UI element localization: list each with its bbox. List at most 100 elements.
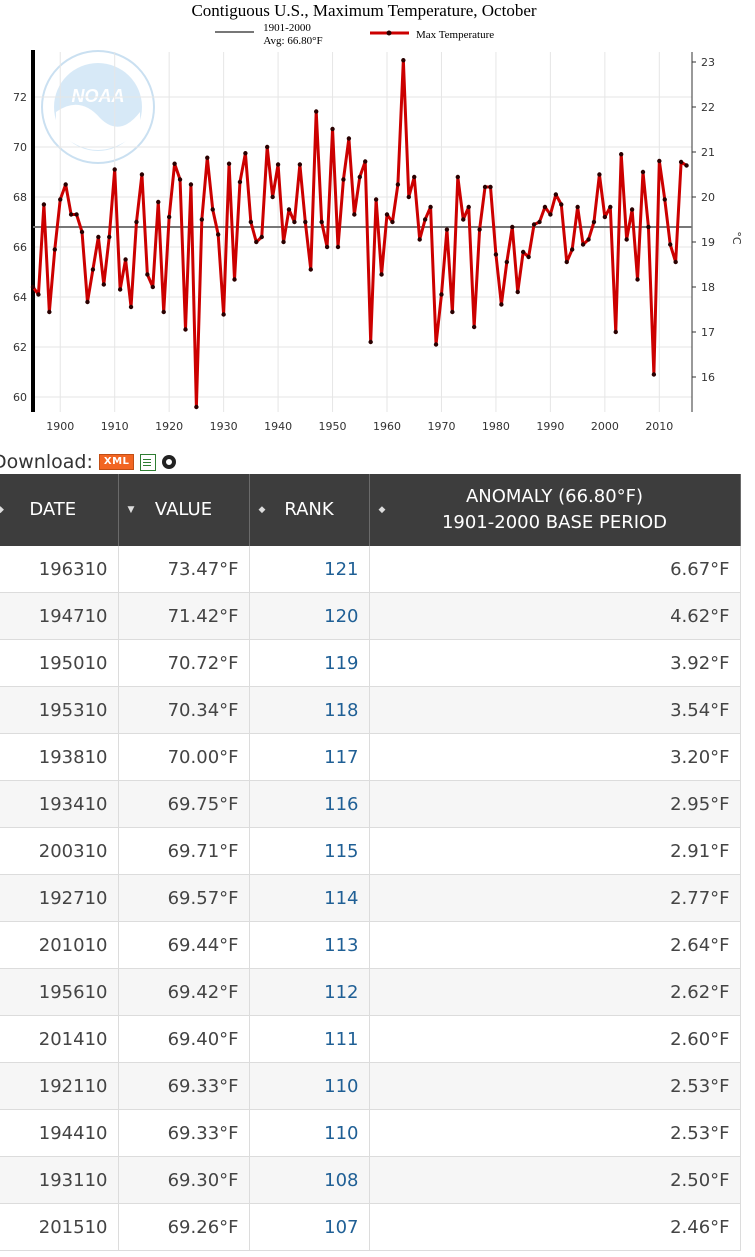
y-tick-label: 68 — [13, 191, 27, 204]
date-cell: 194710 — [0, 592, 119, 640]
data-point — [564, 259, 569, 265]
rank-column-header[interactable]: ◆ RANK — [249, 474, 370, 546]
data-point — [673, 259, 678, 265]
legend-baseline-label: 1901-2000 — [263, 22, 311, 34]
data-point — [314, 109, 319, 114]
data-point — [172, 161, 177, 166]
legend-series-label: Max Temperature — [416, 29, 494, 41]
table-header-row: ◆ DATE ▼ VALUE ◆ RANK ◆ ANOMALY (66.80°F) 190… — [0, 474, 741, 546]
rank-cell[interactable]: 108 — [249, 1156, 370, 1204]
value-cell: 70.00°F — [118, 733, 250, 781]
data-point — [275, 162, 281, 167]
data-point — [156, 199, 161, 205]
chart-title: Contiguous U.S., Maximum Temperature, Oc… — [191, 1, 536, 20]
data-point — [177, 177, 183, 182]
excel-download-icon[interactable] — [140, 453, 157, 471]
x-tick-label: 1990 — [536, 420, 564, 433]
data-point — [139, 172, 145, 177]
data-point — [319, 219, 324, 225]
legend-baseline-avg: Avg: 66.80°F — [263, 35, 322, 47]
data-point — [36, 292, 41, 297]
data-point — [548, 212, 553, 217]
date-column-header[interactable]: ◆ DATE — [0, 474, 119, 546]
data-point — [597, 172, 602, 177]
data-point — [553, 192, 559, 197]
data-point — [526, 254, 531, 260]
data-point — [107, 234, 112, 240]
data-point — [210, 207, 215, 212]
xml-download-button[interactable]: XML — [98, 454, 135, 470]
noaa-logo-text: NOAA — [72, 86, 125, 106]
data-point — [422, 217, 428, 222]
rank-cell[interactable]: 113 — [249, 921, 370, 969]
data-point — [346, 136, 352, 141]
data-point — [286, 207, 292, 212]
date-cell: 193410 — [0, 780, 119, 828]
data-point — [580, 242, 586, 247]
value-cell: 69.75°F — [118, 780, 250, 828]
data-point — [226, 161, 232, 166]
data-point — [668, 242, 673, 247]
rank-cell[interactable]: 115 — [249, 827, 370, 875]
rank-cell[interactable]: 119 — [249, 639, 370, 687]
data-point — [618, 152, 624, 157]
data-point — [488, 184, 493, 190]
data-point — [281, 239, 286, 245]
rank-cell[interactable]: 114 — [249, 874, 370, 922]
data-point — [199, 217, 205, 222]
x-tick-label: 1970 — [427, 420, 455, 433]
data-point — [510, 224, 515, 230]
data-point — [205, 155, 210, 160]
data-point — [215, 232, 221, 237]
table-row: 193810 70.00°F 117 3.20°F — [0, 733, 741, 781]
date-cell: 201010 — [0, 921, 119, 969]
date-cell: 193810 — [0, 733, 119, 781]
data-point — [232, 277, 237, 282]
data-point — [259, 234, 264, 240]
rank-cell[interactable]: 110 — [249, 1062, 370, 1110]
data-point — [520, 249, 526, 255]
table-row: 201010 69.44°F 113 2.64°F — [0, 921, 741, 969]
rank-cell[interactable]: 120 — [249, 592, 370, 640]
rank-cell[interactable]: 110 — [249, 1109, 370, 1157]
date-cell: 194410 — [0, 1109, 119, 1157]
data-point — [194, 404, 199, 410]
data-point — [586, 237, 591, 242]
date-cell: 192110 — [0, 1062, 119, 1110]
rank-cell[interactable]: 111 — [249, 1015, 370, 1063]
value-column-header[interactable]: ▼ VALUE — [118, 474, 250, 546]
rank-cell[interactable]: 112 — [249, 968, 370, 1016]
data-point — [646, 224, 651, 230]
data-point — [96, 234, 101, 240]
rank-cell[interactable]: 121 — [249, 546, 370, 593]
data-point — [401, 58, 406, 63]
anomaly-column-header[interactable]: ◆ ANOMALY (66.80°F) 1901-2000 BASE PERIOD — [369, 474, 741, 546]
anomaly-cell: 2.95°F — [369, 780, 741, 828]
data-point — [678, 159, 684, 165]
x-tick-label: 1930 — [210, 420, 238, 433]
data-point — [188, 182, 194, 187]
data-point — [128, 304, 134, 310]
data-point — [270, 194, 275, 200]
rank-cell[interactable]: 116 — [249, 780, 370, 828]
date-cell: 195310 — [0, 686, 119, 734]
data-point — [183, 327, 188, 332]
data-point — [134, 219, 139, 225]
data-point — [417, 237, 422, 242]
data-point — [390, 219, 395, 225]
x-tick-label: 1920 — [155, 420, 183, 433]
rank-cell[interactable]: 117 — [249, 733, 370, 781]
anomaly-cell: 2.53°F — [369, 1062, 741, 1110]
data-point — [150, 284, 156, 290]
value-cell: 69.40°F — [118, 1015, 250, 1063]
rank-cell[interactable]: 107 — [249, 1203, 370, 1251]
data-point — [482, 184, 488, 190]
json-download-icon[interactable] — [162, 455, 177, 469]
y-tick-label: 70 — [13, 141, 27, 154]
rank-table: ◆ DATE ▼ VALUE ◆ RANK ◆ ANOMALY (66.80°F) 190… — [0, 474, 741, 1251]
data-point — [384, 212, 390, 217]
data-point — [52, 247, 57, 252]
data-point — [444, 227, 450, 232]
rank-cell[interactable]: 118 — [249, 686, 370, 734]
value-cell: 69.33°F — [118, 1062, 250, 1110]
